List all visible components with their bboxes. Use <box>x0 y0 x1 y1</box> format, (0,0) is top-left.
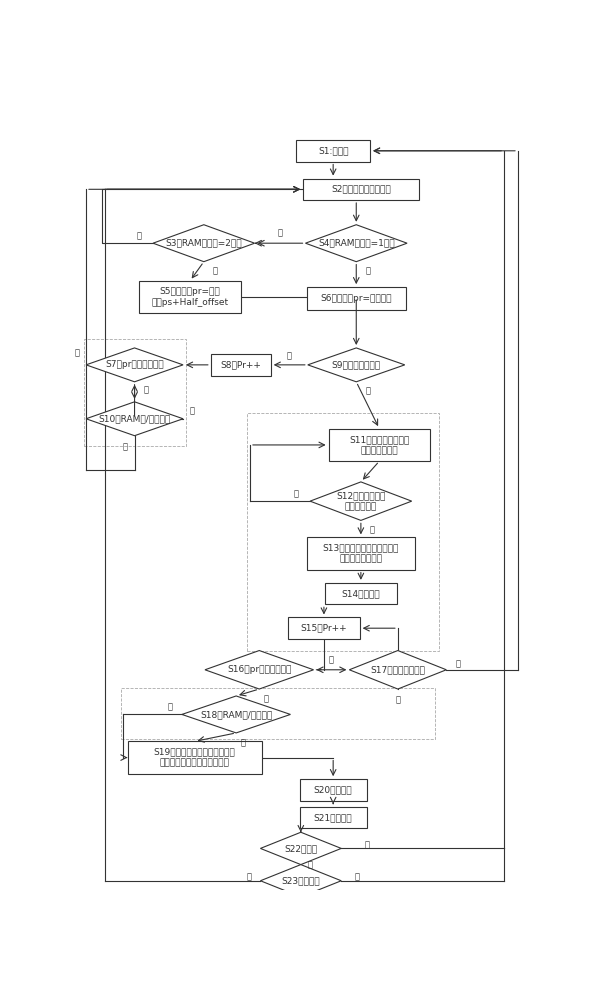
FancyBboxPatch shape <box>325 583 397 604</box>
Polygon shape <box>260 832 342 865</box>
Text: 是: 是 <box>144 385 148 394</box>
Polygon shape <box>86 348 183 382</box>
FancyBboxPatch shape <box>306 287 406 310</box>
Text: S1:初始化: S1:初始化 <box>318 146 349 155</box>
Polygon shape <box>308 348 405 382</box>
FancyBboxPatch shape <box>303 179 418 200</box>
Text: S12：读取数据量
达到一个周期: S12：读取数据量 达到一个周期 <box>336 491 386 511</box>
Text: S18：RAM全/满标志变: S18：RAM全/满标志变 <box>200 710 272 719</box>
Text: 是: 是 <box>365 387 370 396</box>
FancyBboxPatch shape <box>288 617 360 639</box>
Text: S21：结果上: S21：结果上 <box>314 813 352 822</box>
Text: S19：计算电流、电压有效值及
相位、功率因素平均值、误差: S19：计算电流、电压有效值及 相位、功率因素平均值、误差 <box>154 748 235 768</box>
Text: 是: 是 <box>241 738 246 747</box>
Text: S13：计算电流、电压有效值
及相位、功率因素: S13：计算电流、电压有效值 及相位、功率因素 <box>322 543 399 564</box>
Text: S7：pr超出缓存地址: S7：pr超出缓存地址 <box>105 360 164 369</box>
Polygon shape <box>310 482 412 520</box>
FancyBboxPatch shape <box>296 140 370 162</box>
FancyBboxPatch shape <box>128 741 262 774</box>
Text: S16：pr超出指定缓存: S16：pr超出指定缓存 <box>227 665 291 674</box>
Polygon shape <box>305 225 407 262</box>
Text: S22：被校: S22：被校 <box>284 844 318 853</box>
Text: 是: 是 <box>365 266 370 275</box>
Text: S6：读缓存pr=起始地址: S6：读缓存pr=起始地址 <box>321 294 392 303</box>
Text: S3：RAM全满（=2）？: S3：RAM全满（=2）？ <box>166 239 242 248</box>
FancyBboxPatch shape <box>211 354 271 376</box>
Text: S20：脉冲输: S20：脉冲输 <box>314 785 352 794</box>
Text: 否: 否 <box>168 702 173 711</box>
Text: 否: 否 <box>190 407 195 416</box>
Text: S11：实时相乘计算瞬
时功率，并累加: S11：实时相乘计算瞬 时功率，并累加 <box>349 435 409 455</box>
Text: 否: 否 <box>294 489 299 498</box>
Text: 否: 否 <box>308 860 312 869</box>
Polygon shape <box>205 651 313 689</box>
Text: S17：找到结束标志: S17：找到结束标志 <box>370 665 426 674</box>
Text: 否: 否 <box>246 872 252 881</box>
Text: S10：RAM全/满标志变: S10：RAM全/满标志变 <box>98 414 170 423</box>
Text: 是: 是 <box>213 266 218 275</box>
Text: 是: 是 <box>364 840 369 849</box>
Text: S15：Pr++: S15：Pr++ <box>300 624 347 633</box>
Polygon shape <box>153 225 254 262</box>
Text: S2：被校或定时触发？: S2：被校或定时触发？ <box>331 185 391 194</box>
Text: 否: 否 <box>278 229 283 238</box>
Text: S5：读缓存pr=起始
地址ps+Half_offset: S5：读缓存pr=起始 地址ps+Half_offset <box>151 287 228 307</box>
Text: S9：找到起始标志: S9：找到起始标志 <box>332 360 381 369</box>
Text: 否: 否 <box>74 349 79 358</box>
FancyBboxPatch shape <box>328 429 430 461</box>
Text: S14：周期计: S14：周期计 <box>342 589 380 598</box>
Text: 否: 否 <box>395 695 401 704</box>
FancyBboxPatch shape <box>139 281 241 313</box>
Text: S8：Pr++: S8：Pr++ <box>221 360 261 369</box>
Polygon shape <box>86 402 183 436</box>
Text: 否: 否 <box>136 231 142 240</box>
Text: 是: 是 <box>123 443 128 452</box>
Text: 否: 否 <box>287 351 292 360</box>
Polygon shape <box>260 865 342 897</box>
Text: S23：触发开: S23：触发开 <box>281 876 320 885</box>
FancyBboxPatch shape <box>300 779 367 801</box>
FancyBboxPatch shape <box>306 537 415 570</box>
Polygon shape <box>182 696 290 733</box>
Polygon shape <box>349 651 446 689</box>
Text: 否: 否 <box>329 655 334 664</box>
Text: 是: 是 <box>455 659 460 668</box>
Text: 是: 是 <box>370 525 375 534</box>
Text: 是: 是 <box>355 872 360 881</box>
Text: S4：RAM半满（=1）？: S4：RAM半满（=1）？ <box>318 239 395 248</box>
FancyBboxPatch shape <box>300 807 367 828</box>
Text: 是: 是 <box>263 695 269 704</box>
